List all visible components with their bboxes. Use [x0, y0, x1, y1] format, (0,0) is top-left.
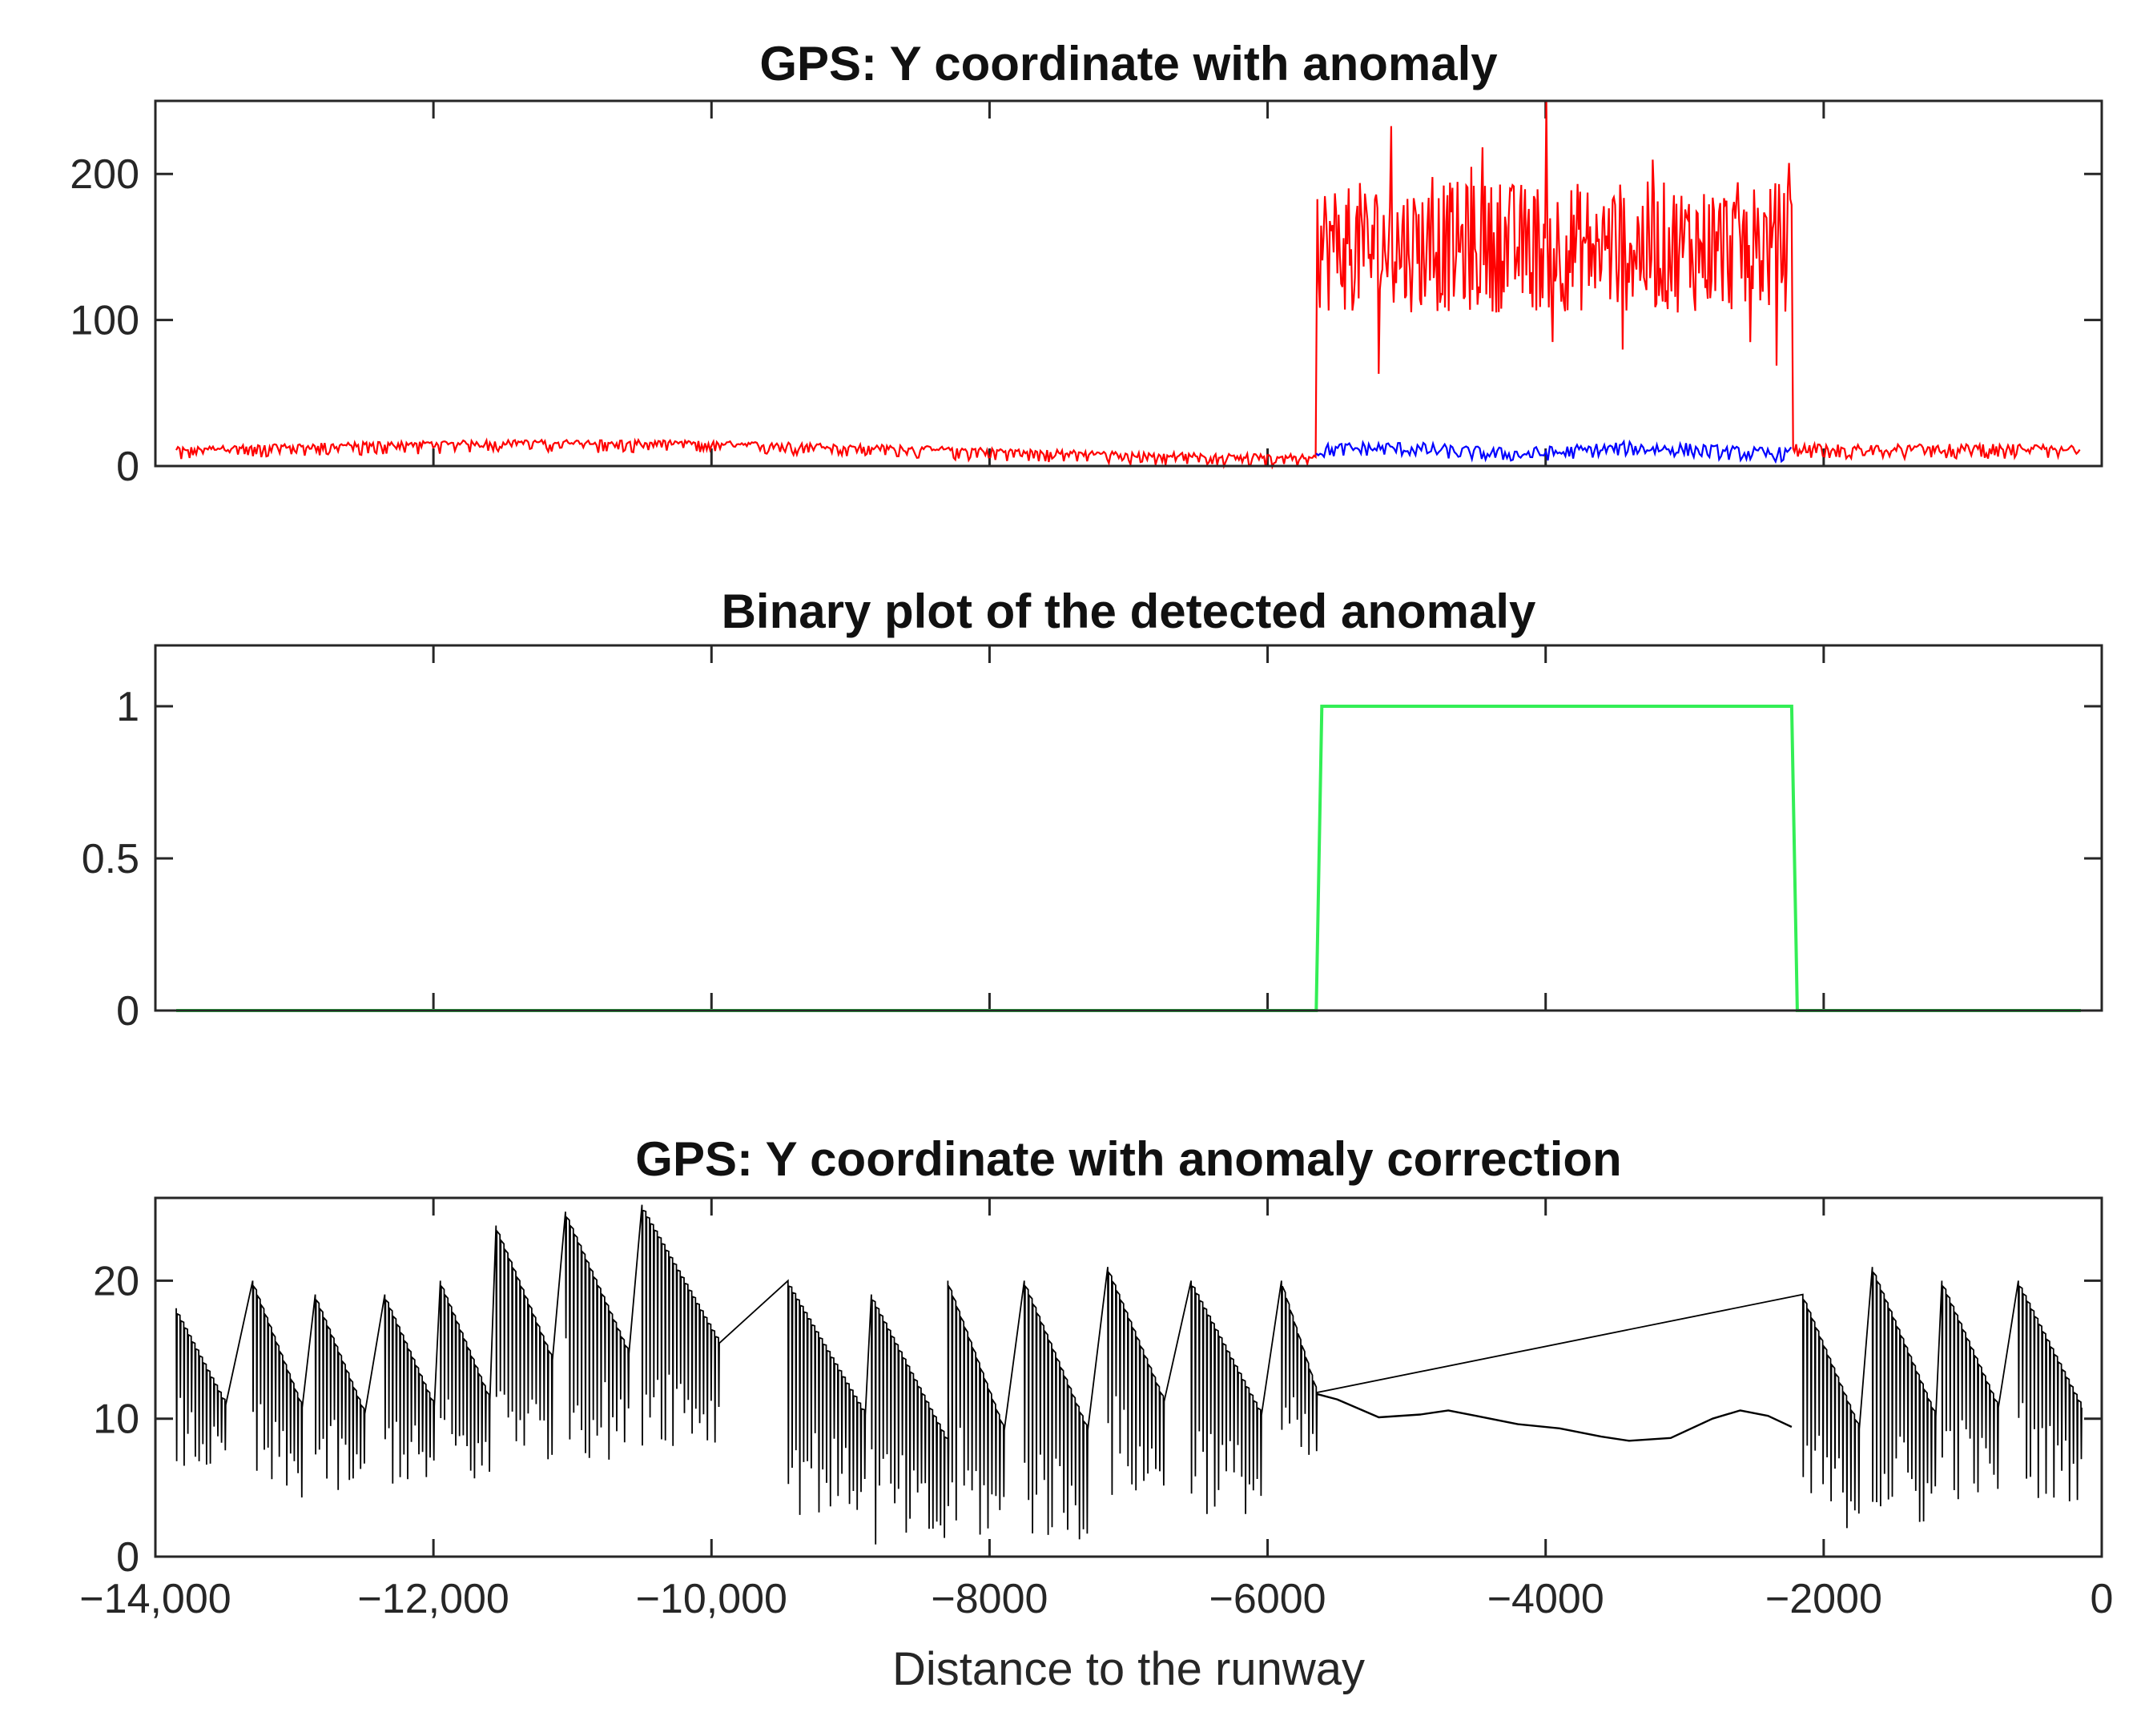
ytick-label: 10: [93, 1396, 139, 1443]
xtick-label: 0: [2091, 1576, 2114, 1622]
ytick-label: 0: [116, 444, 139, 490]
ytick-label: 0: [116, 1534, 139, 1581]
binary-panel: Binary plot of the detected anomaly 00.5…: [82, 585, 2103, 1035]
tick-layer: 00.51: [82, 645, 2103, 1035]
series-line-anomaly: [175, 100, 2081, 470]
xtick-label: −4000: [1487, 1576, 1604, 1622]
tick-layer: 0 100 200: [70, 101, 2103, 490]
plot-area: [176, 705, 2081, 1012]
xtick-label: −8000: [931, 1576, 1048, 1622]
anomaly-panel: GPS: Y coordinate with anomaly 0 100 200: [70, 37, 2103, 490]
ytick-label: 0: [116, 988, 139, 1035]
series-line-binary: [176, 705, 2081, 1012]
xtick-label: −14,000: [79, 1576, 231, 1622]
axes-frame: [154, 99, 2103, 468]
xtick-label: −12,000: [357, 1576, 509, 1622]
axes-frame: [154, 644, 2103, 1012]
panel-title: Binary plot of the detected anomaly: [722, 585, 1536, 638]
plot-area: [175, 100, 2081, 470]
panel-title: GPS: Y coordinate with anomaly: [759, 37, 1498, 90]
ytick-label: 200: [70, 151, 139, 198]
axes-frame: [154, 1196, 2103, 1558]
correction-panel: GPS: Y coordinate with anomaly correctio…: [79, 1132, 2113, 1695]
ytick-label: 0.5: [82, 836, 139, 882]
ytick-label: 100: [70, 298, 139, 344]
xtick-label: −10,000: [636, 1576, 787, 1622]
x-axis-label: Distance to the runway: [892, 1643, 1365, 1695]
tick-layer: 0 10 20 −14,000 −12,000 −10,000 −8000 −6000 −400…: [79, 1198, 2113, 1622]
plot-area: [175, 1204, 2083, 1545]
series-line-corrected: [1315, 1392, 1793, 1442]
series-line-true: [1315, 439, 1793, 464]
xtick-label: −2000: [1765, 1576, 1882, 1622]
series-line-sawtooth: [175, 1204, 2083, 1545]
xtick-label: −6000: [1209, 1576, 1326, 1622]
ytick-label: 1: [116, 684, 139, 730]
ytick-label: 20: [93, 1258, 139, 1304]
panel-title: GPS: Y coordinate with anomaly correctio…: [635, 1132, 1621, 1186]
